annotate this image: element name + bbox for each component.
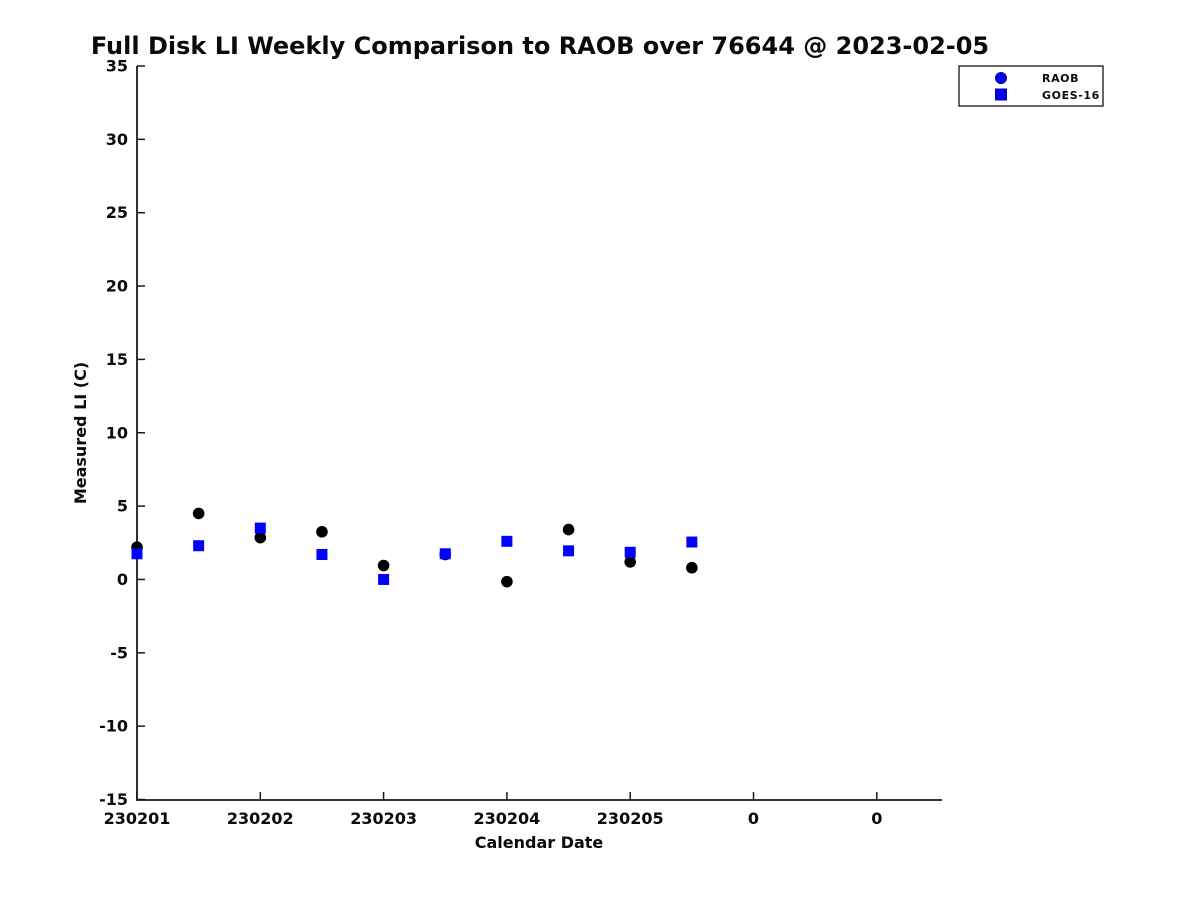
y-tick-group: 35 30 25 20 15 10 5 0 -5 -10 -15 xyxy=(99,57,145,809)
x-tick-label: 230202 xyxy=(227,809,294,828)
legend-goes16-marker-icon xyxy=(995,88,1007,101)
data-point-goes-16 xyxy=(439,548,451,560)
x-tick-group: 230201 230202 230203 230204 230205 0 0 xyxy=(104,792,882,828)
y-tick-label: 10 xyxy=(106,423,128,442)
legend-goes16-label: GOES-16 xyxy=(1042,89,1100,102)
legend-raob-label: RAOB xyxy=(1042,72,1079,85)
data-point-goes-16 xyxy=(193,540,205,552)
data-point-raob xyxy=(686,561,698,574)
chart-title: Full Disk LI Weekly Comparison to RAOB o… xyxy=(91,32,989,60)
legend-raob-marker-icon xyxy=(995,72,1007,84)
x-axis: 230201 230202 230203 230204 230205 0 0 Calenda… xyxy=(104,792,942,852)
data-point-raob xyxy=(192,507,205,520)
data-point-goes-16 xyxy=(501,535,513,547)
x-tick-label: 230203 xyxy=(350,809,417,828)
data-point-raob xyxy=(501,575,513,588)
y-tick-label: 30 xyxy=(106,130,128,149)
x-tick-label: 230201 xyxy=(104,809,171,828)
y-tick-label: 0 xyxy=(117,570,128,589)
data-point-raob xyxy=(377,559,390,572)
y-axis: 35 30 25 20 15 10 5 0 -5 -10 -15 Measured LI (C) xyxy=(71,57,145,809)
data-point-goes-16 xyxy=(563,545,575,557)
y-tick-label: 35 xyxy=(106,57,128,76)
y-tick-label: 25 xyxy=(106,203,128,222)
x-axis-label: Calendar Date xyxy=(475,833,604,852)
y-axis-label: Measured LI (C) xyxy=(71,362,90,504)
y-tick-label: -5 xyxy=(110,643,128,662)
data-point-goes-16 xyxy=(686,536,698,548)
data-point-raob xyxy=(254,531,267,544)
y-tick-label: -15 xyxy=(99,790,128,809)
y-tick-label: 5 xyxy=(117,497,128,516)
data-point-goes-16 xyxy=(131,548,143,560)
data-point-goes-16 xyxy=(378,573,390,585)
x-tick-label: 230204 xyxy=(474,809,541,828)
x-tick-label: 230205 xyxy=(597,809,664,828)
legend-box xyxy=(958,65,1104,107)
data-point-goes-16 xyxy=(624,546,636,558)
y-tick-label: 20 xyxy=(106,277,128,296)
data-point-goes-16 xyxy=(254,522,266,534)
data-point-raob xyxy=(624,556,636,568)
data-points-layer xyxy=(131,507,698,588)
y-tick-label: -10 xyxy=(99,717,128,736)
data-point-raob xyxy=(316,525,328,538)
data-point-raob xyxy=(562,523,575,536)
y-tick-label: 15 xyxy=(106,350,128,369)
x-tick-label: 0 xyxy=(871,809,882,828)
legend: RAOB GOES-16 xyxy=(958,65,1104,107)
x-tick-label: 0 xyxy=(748,809,759,828)
data-point-goes-16 xyxy=(316,549,328,561)
